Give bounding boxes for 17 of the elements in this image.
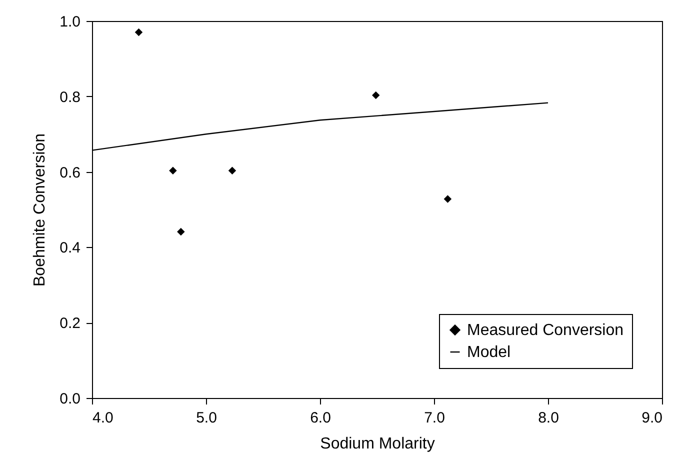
y-tick-label: 0.4 <box>60 240 80 257</box>
legend-label: Model <box>467 344 511 361</box>
line-series <box>91 102 549 151</box>
y-tick-label: 0.8 <box>60 88 80 106</box>
x-tick-label: 4.0 <box>92 410 114 426</box>
x-tick-label: 8.0 <box>538 410 559 426</box>
x-tick-label: 7.0 <box>424 410 445 426</box>
x-tick-label: 5.0 <box>196 410 217 426</box>
y-tick-label: 1.0 <box>60 14 80 30</box>
y-axis-title: Boehmite Conversion <box>32 134 49 286</box>
x-axis-title: Sodium Molarity <box>320 436 435 452</box>
legend-label: Measured Conversion <box>467 322 624 339</box>
y-tick-label: 0.6 <box>60 164 80 182</box>
x-tick-label: 9.0 <box>642 410 662 426</box>
y-tick-label: 0.0 <box>60 390 80 408</box>
x-tick-label: 6.0 <box>310 410 331 426</box>
y-tick-label: 0.2 <box>60 315 80 332</box>
